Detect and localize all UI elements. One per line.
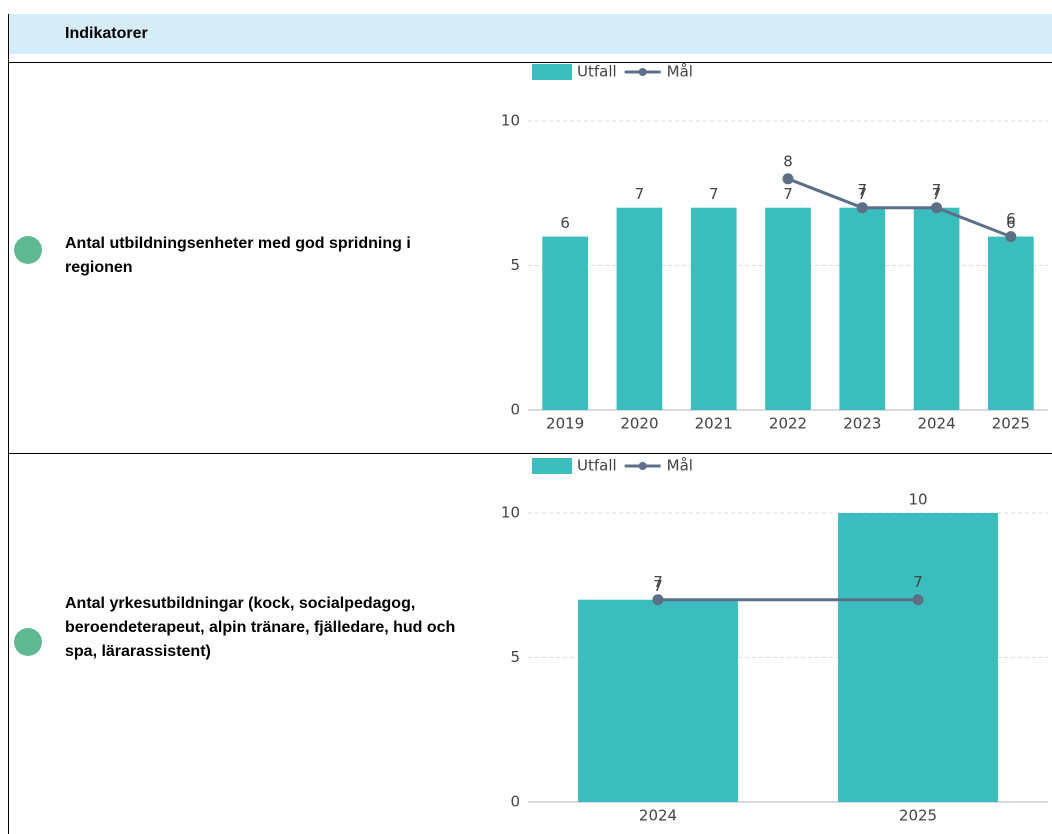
x-tick-label: 2024 bbox=[917, 415, 955, 433]
y-tick-label: 0 bbox=[510, 401, 520, 419]
header-title: Indikatorer bbox=[65, 25, 148, 42]
data-label: 8 bbox=[783, 152, 793, 170]
x-tick-label: 2022 bbox=[769, 415, 807, 433]
y-tick-label: 10 bbox=[501, 504, 520, 522]
bar bbox=[616, 207, 663, 410]
data-label: 10 bbox=[908, 491, 927, 509]
x-tick-label: 2019 bbox=[546, 415, 584, 433]
bar bbox=[913, 207, 960, 410]
line-point bbox=[1005, 231, 1017, 243]
bar bbox=[838, 513, 998, 802]
border bbox=[8, 62, 1052, 63]
y-tick-label: 0 bbox=[510, 793, 520, 811]
legend-swatch bbox=[638, 68, 647, 76]
y-tick-label: 5 bbox=[510, 256, 520, 274]
data-label: 7 bbox=[709, 185, 719, 203]
line bbox=[787, 177, 1012, 238]
bar bbox=[765, 207, 811, 410]
y-tick-label: 5 bbox=[510, 648, 520, 666]
x-tick-label: 2025 bbox=[899, 807, 937, 825]
legend-label: Mål bbox=[667, 457, 693, 475]
x-tick-label: 2021 bbox=[695, 415, 733, 433]
data-label: 7 bbox=[653, 573, 663, 591]
data-label: 7 bbox=[858, 185, 868, 203]
status-dot bbox=[14, 236, 42, 264]
data-label: 7 bbox=[858, 181, 868, 199]
legend-swatch bbox=[638, 462, 647, 470]
data-label: 7 bbox=[932, 185, 942, 203]
line-point bbox=[856, 202, 868, 214]
data-label: 6 bbox=[1006, 214, 1016, 232]
row-label: Antal yrkesutbildningar (kock, socialped… bbox=[65, 595, 456, 660]
legend-swatch bbox=[532, 458, 572, 474]
border bbox=[8, 453, 1052, 454]
legend-label: Mål bbox=[667, 63, 693, 81]
line-point bbox=[912, 594, 924, 606]
x-tick-label: 2023 bbox=[843, 415, 881, 433]
data-label: 7 bbox=[635, 185, 645, 203]
data-label: 6 bbox=[560, 214, 570, 232]
border bbox=[8, 14, 9, 834]
bar bbox=[542, 236, 588, 410]
x-tick-label: 2024 bbox=[639, 807, 677, 825]
status-dot bbox=[14, 628, 42, 656]
row-label: Antal utbildningsenheter med god spridni… bbox=[65, 235, 411, 276]
legend-label: Utfall bbox=[577, 457, 617, 475]
legend-label: Utfall bbox=[577, 63, 617, 81]
header: Indikatorer bbox=[9, 14, 1052, 54]
bar bbox=[578, 599, 738, 802]
bar bbox=[839, 207, 886, 410]
x-tick-label: 2020 bbox=[620, 415, 658, 433]
data-label: 6 bbox=[1006, 210, 1016, 228]
line-point bbox=[931, 202, 943, 214]
bar bbox=[690, 207, 737, 410]
legend-swatch bbox=[532, 64, 572, 80]
data-label: 7 bbox=[653, 577, 663, 595]
line-point bbox=[782, 173, 794, 185]
bar bbox=[988, 236, 1034, 410]
y-tick-label: 10 bbox=[501, 112, 520, 130]
data-label: 7 bbox=[913, 573, 923, 591]
data-label: 7 bbox=[932, 181, 942, 199]
data-label: 7 bbox=[783, 185, 793, 203]
line-point bbox=[652, 594, 664, 606]
x-tick-label: 2025 bbox=[992, 415, 1030, 433]
